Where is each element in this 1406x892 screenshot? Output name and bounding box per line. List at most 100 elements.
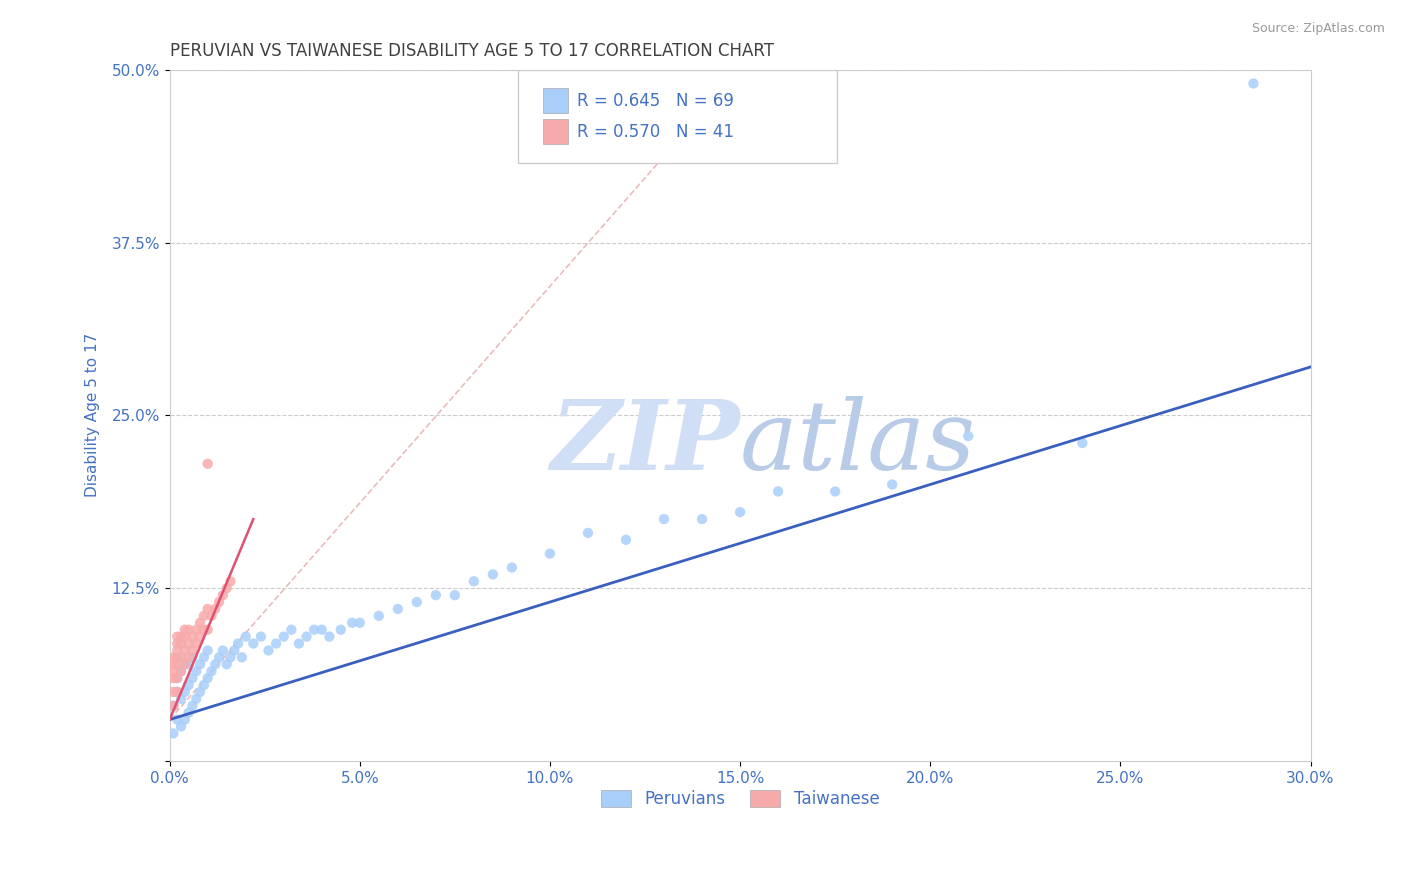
Point	[162, 664, 184, 678]
Point	[181, 698, 204, 713]
Point	[349, 615, 371, 630]
Point	[288, 636, 311, 650]
Point	[197, 623, 219, 637]
Point	[1071, 436, 1094, 450]
Point	[219, 574, 242, 589]
Point	[204, 657, 226, 672]
Point	[173, 643, 195, 657]
Point	[193, 650, 215, 665]
Point	[173, 657, 195, 672]
Point	[181, 643, 204, 657]
Point	[204, 602, 226, 616]
Point	[224, 643, 246, 657]
Point	[166, 713, 188, 727]
Point	[882, 477, 904, 491]
Point	[186, 623, 208, 637]
Point	[170, 691, 193, 706]
Point	[215, 657, 238, 672]
Point	[188, 630, 211, 644]
Point	[226, 636, 249, 650]
Point	[162, 650, 184, 665]
Point	[257, 643, 280, 657]
Point	[387, 602, 409, 616]
Point	[173, 685, 195, 699]
Point	[501, 560, 523, 574]
Point	[538, 547, 561, 561]
Point	[463, 574, 485, 589]
Point	[166, 685, 188, 699]
Point	[576, 525, 599, 540]
Point	[197, 643, 219, 657]
Point	[173, 630, 195, 644]
Point	[482, 567, 505, 582]
Point	[166, 630, 188, 644]
Point	[766, 484, 789, 499]
Point	[166, 643, 188, 657]
Point	[318, 630, 340, 644]
Point	[166, 657, 188, 672]
FancyBboxPatch shape	[543, 88, 568, 112]
Point	[166, 685, 188, 699]
Point	[302, 623, 325, 637]
Point	[264, 636, 287, 650]
Point	[212, 588, 235, 602]
Point	[186, 664, 208, 678]
Point	[728, 505, 751, 519]
Point	[367, 608, 389, 623]
Point	[197, 457, 219, 471]
Point	[208, 595, 231, 609]
Point	[652, 512, 675, 526]
Legend: Peruvians, Taiwanese: Peruvians, Taiwanese	[595, 783, 886, 815]
Point	[212, 643, 235, 657]
Point	[273, 630, 295, 644]
Point	[311, 623, 333, 637]
Point	[177, 678, 200, 692]
Point	[193, 678, 215, 692]
Point	[181, 671, 204, 685]
Point	[181, 630, 204, 644]
Point	[405, 595, 427, 609]
Point	[170, 636, 193, 650]
Point	[170, 664, 193, 678]
Point	[250, 630, 273, 644]
Point	[208, 650, 231, 665]
Point	[215, 581, 238, 595]
Point	[162, 698, 184, 713]
Point	[188, 685, 211, 699]
Point	[231, 650, 253, 665]
Text: atlas: atlas	[740, 396, 976, 490]
Point	[200, 664, 222, 678]
Text: PERUVIAN VS TAIWANESE DISABILITY AGE 5 TO 17 CORRELATION CHART: PERUVIAN VS TAIWANESE DISABILITY AGE 5 T…	[170, 42, 773, 60]
Point	[614, 533, 637, 547]
Point	[177, 706, 200, 720]
Text: R = 0.570   N = 41: R = 0.570 N = 41	[576, 123, 734, 141]
Point	[166, 671, 188, 685]
Point	[340, 615, 363, 630]
Point	[197, 671, 219, 685]
Point	[295, 630, 318, 644]
Point	[177, 623, 200, 637]
Point	[173, 623, 195, 637]
Point	[177, 636, 200, 650]
Point	[690, 512, 713, 526]
Point	[188, 657, 211, 672]
Point	[170, 630, 193, 644]
Point	[193, 608, 215, 623]
Point	[280, 623, 302, 637]
Point	[162, 698, 184, 713]
Point	[1243, 77, 1265, 91]
Point	[177, 657, 200, 672]
Point	[186, 691, 208, 706]
Point	[235, 630, 257, 644]
Point	[170, 650, 193, 665]
Point	[425, 588, 447, 602]
Point	[219, 650, 242, 665]
Point	[200, 608, 222, 623]
Point	[170, 664, 193, 678]
Point	[162, 726, 184, 740]
Point	[329, 623, 352, 637]
Point	[173, 657, 195, 672]
Point	[162, 685, 184, 699]
Point	[193, 623, 215, 637]
Point	[188, 615, 211, 630]
